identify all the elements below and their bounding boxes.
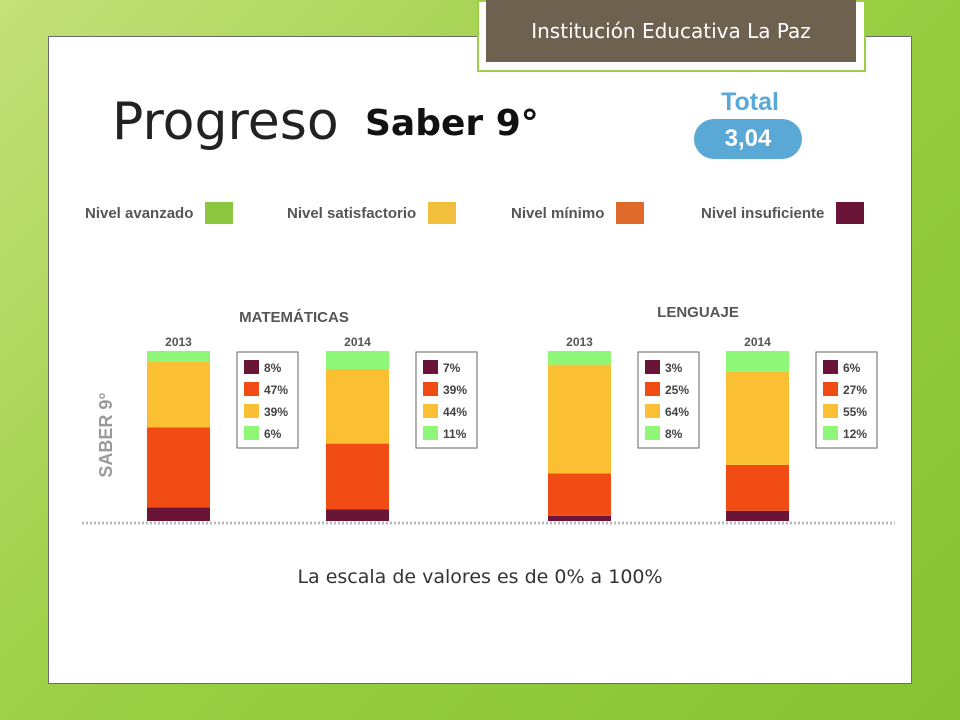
legend-item-minimo: Nivel mínimo — [511, 202, 645, 224]
legend-swatch — [205, 202, 234, 224]
legend-label: Nivel satisfactorio — [287, 204, 417, 222]
legend-item-satisfactorio: Nivel satisfactorio — [287, 202, 457, 224]
legend-label: Nivel avanzado — [85, 204, 194, 222]
legend-swatch — [428, 202, 457, 224]
page-subtitle: Saber 9° — [365, 103, 539, 144]
page-title: Progreso — [112, 92, 339, 152]
legend-item-insuficiente: Nivel insuficiente — [701, 202, 865, 224]
total-label: Total — [721, 88, 779, 116]
institution-name: Institución Educativa La Paz — [486, 0, 856, 62]
total-score-badge: 3,04 — [694, 119, 802, 159]
legend-label: Nivel insuficiente — [701, 204, 825, 222]
legend-swatch — [616, 202, 645, 224]
scale-caption: La escala de valores es de 0% a 100% — [297, 566, 663, 588]
legend-swatch — [836, 202, 865, 224]
legend-item-avanzado: Nivel avanzado — [85, 202, 234, 224]
legend-label: Nivel mínimo — [511, 204, 605, 222]
